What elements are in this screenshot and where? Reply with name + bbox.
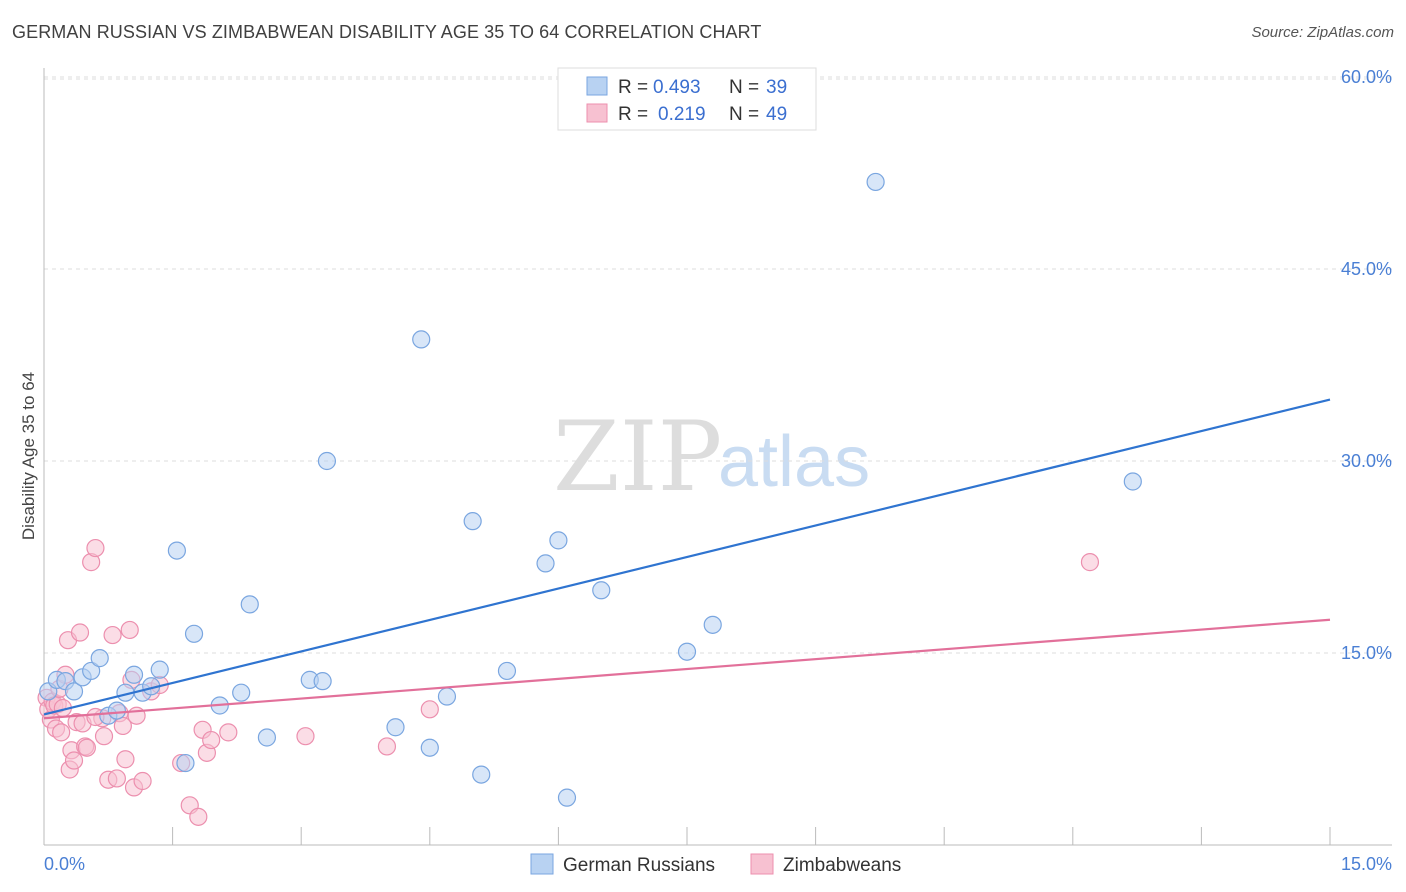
german-russians-point [536, 554, 555, 573]
legend-n-value-2: 49 [766, 104, 787, 125]
series-swatch-zimbabweans [750, 853, 774, 875]
zimbabweans-point [120, 620, 139, 640]
german-russians-point [82, 661, 101, 681]
chart-title: GERMAN RUSSIAN VS ZIMBABWEAN DISABILITY … [12, 22, 762, 42]
series-swatch-german-russians [530, 853, 554, 875]
german-russians-point [313, 672, 332, 691]
german-russians-point [64, 682, 84, 701]
german-russians-point [317, 451, 337, 471]
zimbabweans-point [113, 716, 132, 736]
german-russians-point [557, 788, 577, 807]
watermark-zip: ZIP [553, 401, 722, 513]
x-tick-label-min: 0.0% [44, 854, 85, 874]
zimbabweans-point [64, 751, 84, 770]
german-russians-point [472, 765, 491, 784]
legend-r-value-2: 0.219 [658, 104, 706, 125]
x-tick-marks [172, 827, 1331, 845]
zimbabweans-point [107, 769, 126, 788]
german-russians-point [437, 687, 457, 706]
german-russians-point [549, 531, 568, 550]
german-russians-point [232, 683, 251, 702]
legend-swatch-blue [586, 76, 608, 96]
zimbabweans-point [219, 723, 238, 742]
y-tick-labels: 15.0% 30.0% 45.0% 60.0% [1341, 67, 1392, 663]
german-russians-point [184, 624, 204, 643]
zimbabweans-point [420, 700, 439, 719]
zimbabweans-point [103, 625, 122, 645]
german-russians-point [150, 660, 169, 679]
watermark-atlas: atlas [718, 422, 870, 502]
legend-r-label-1: R = [618, 77, 648, 98]
y-tick-label: 15.0% [1341, 643, 1392, 663]
series-legend: German Russians Zimbabweans [530, 853, 901, 876]
zimbabweans-point [116, 750, 135, 769]
legend-r-value-1: 0.493 [653, 77, 701, 98]
german-russians-point [176, 753, 195, 773]
german-russians-point [124, 665, 144, 684]
german-russians-point [386, 718, 405, 737]
german-russians-point [412, 330, 431, 349]
german-russians-point [1123, 472, 1142, 491]
zimbabweans-points [37, 538, 1100, 826]
german-russians-point [420, 738, 439, 757]
zimbabweans-point [52, 723, 71, 742]
zimbabweans-point [189, 807, 208, 826]
zimbabweans-point [133, 771, 152, 791]
german-russians-point [167, 541, 186, 560]
trend-lines [43, 398, 1331, 720]
zimbabweans-point [94, 727, 114, 746]
german-russians-points [39, 172, 1142, 807]
y-tick-label: 30.0% [1341, 451, 1392, 471]
legend-n-label-2: N = [729, 104, 759, 125]
legend-n-label-1: N = [729, 77, 759, 98]
german-russians-point [90, 649, 109, 668]
series-label-german-russians: German Russians [563, 855, 715, 876]
german-russians-point [257, 728, 277, 747]
german-russians-point [463, 512, 482, 531]
x-tick-label-max: 15.0% [1341, 854, 1392, 874]
series-label-zimbabweans: Zimbabweans [783, 855, 901, 876]
source-label: Source: ZipAtlas.com [1251, 24, 1394, 41]
zimbabweans-point [86, 538, 105, 558]
correlation-legend: R = 0.493 N = 39 R = 0.219 N = 49 [557, 67, 817, 131]
zimbabweans-point [296, 727, 315, 746]
german-russians-point [677, 642, 697, 661]
y-tick-label: 45.0% [1341, 259, 1392, 279]
german-russians-point [703, 615, 722, 634]
y-tick-label: 60.0% [1341, 67, 1392, 87]
legend-n-value-1: 39 [766, 77, 787, 98]
german-russians-point [107, 701, 126, 720]
zimbabweans-point [77, 738, 96, 757]
german-russians-trend-line [43, 398, 1331, 716]
legend-r-label-2: R = [618, 104, 648, 125]
zimbabweans-point [377, 737, 397, 756]
german-russians-point [240, 595, 259, 614]
zimbabweans-point [70, 623, 90, 642]
zimbabweans-point [202, 730, 221, 750]
y-axis-label: Disability Age 35 to 64 [19, 372, 38, 540]
legend-swatch-pink [586, 103, 608, 123]
zimbabweans-point [1080, 553, 1100, 572]
german-russians-point [497, 661, 517, 681]
gridlines [44, 76, 1392, 654]
zimbabweans-trend-line [43, 618, 1331, 720]
german-russians-point [866, 172, 885, 192]
german-russians-point [592, 581, 611, 600]
